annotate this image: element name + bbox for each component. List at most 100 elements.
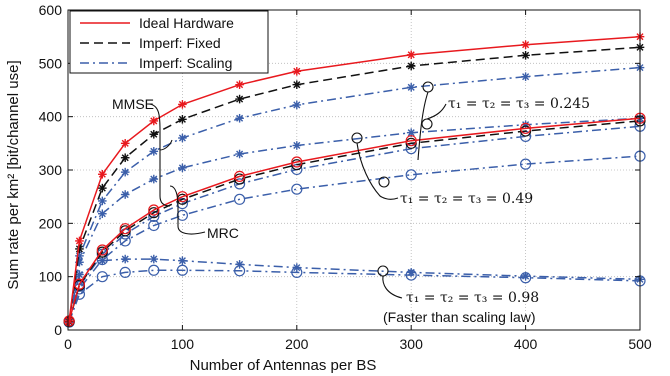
star-marker	[293, 67, 301, 75]
y-axis-label: Sum rate per km² [bit/channel use]	[5, 60, 22, 289]
star-marker	[236, 114, 244, 122]
x-axis-label: Number of Antennas per BS	[190, 357, 377, 374]
tau-098-label: τ₁ = τ₂ = τ₃ = 0.98	[406, 290, 539, 306]
y-tick-label: 600	[39, 2, 63, 18]
circle-marker	[148, 210, 160, 222]
star-marker	[407, 129, 415, 137]
tau-049-pointer-line	[356, 142, 399, 200]
tau-049-pointer-circle	[378, 176, 390, 188]
star-marker	[121, 139, 129, 147]
circle-marker	[291, 183, 303, 195]
circle-marker	[73, 278, 86, 290]
circle-marker	[405, 269, 417, 281]
circle-marker	[291, 159, 303, 171]
circle-marker	[405, 137, 417, 149]
star-marker	[98, 210, 106, 218]
star-marker	[236, 81, 244, 89]
star-marker	[98, 170, 106, 178]
y-tick-label: 400	[39, 109, 63, 125]
star-marker	[121, 190, 129, 199]
tau-0245-pointer-line	[417, 91, 429, 161]
star-marker	[522, 41, 530, 49]
mmse-label: MMSE	[112, 96, 154, 112]
star-marker	[150, 117, 158, 125]
series-mrc-imperf-scaling-0-49	[63, 150, 646, 328]
circle-marker	[148, 219, 160, 232]
circle-marker	[176, 264, 188, 276]
series-line	[68, 120, 641, 322]
star-marker	[178, 257, 186, 265]
series-line	[68, 269, 641, 323]
star-marker	[75, 237, 83, 245]
star-marker	[407, 51, 415, 59]
star-marker	[293, 141, 301, 150]
circle-marker	[148, 204, 160, 216]
series-line	[68, 117, 641, 323]
circle-marker	[519, 272, 532, 284]
star-marker	[150, 147, 158, 155]
star-marker	[121, 168, 129, 176]
faster-label: (Faster than scaling law)	[383, 309, 536, 325]
circle-marker	[119, 266, 131, 278]
star-marker	[98, 184, 106, 192]
x-tick-label: 300	[400, 336, 424, 352]
circle-marker	[234, 170, 246, 182]
star-marker	[178, 134, 186, 142]
legend-label: Imperf: Fixed	[139, 35, 221, 51]
mrc-label: MRC	[207, 225, 239, 241]
y-tick-label: 500	[39, 55, 63, 71]
x-tick-label: 100	[171, 336, 195, 352]
series-mmse-ideal-hardware	[64, 32, 645, 326]
series-line	[68, 117, 641, 322]
series-mrc-ideal-hardware	[63, 112, 646, 327]
circle-marker	[119, 223, 131, 235]
star-marker	[150, 130, 158, 138]
circle-marker	[234, 193, 246, 205]
x-tick-label: 200	[285, 336, 309, 352]
star-marker	[407, 83, 415, 91]
star-marker	[150, 255, 158, 263]
circle-marker	[63, 315, 75, 327]
circle-marker	[234, 173, 246, 185]
star-marker	[236, 150, 244, 158]
annotations: MMSE MRC τ₁ = τ₂ = τ₃ = 0.245 τ₁ = τ₂ = …	[112, 81, 590, 325]
y-tick-label: 100	[39, 269, 63, 285]
circle-marker	[519, 122, 532, 134]
star-marker	[98, 197, 106, 205]
series-group	[63, 32, 646, 328]
series-mmse-imperf-fixed	[64, 43, 645, 326]
tau-098-pointer-line	[382, 275, 403, 299]
circle-marker	[148, 264, 160, 276]
circle-marker	[405, 135, 417, 147]
circle-marker	[519, 125, 532, 137]
circle-marker	[291, 156, 303, 168]
star-marker	[293, 81, 301, 89]
y-tick-label: 300	[39, 162, 63, 178]
mrc-bracket	[169, 185, 206, 235]
star-marker	[65, 317, 73, 325]
circle-marker	[519, 158, 532, 170]
star-marker	[522, 73, 530, 81]
circle-marker	[234, 265, 246, 277]
legend-label: Ideal Hardware	[139, 15, 234, 31]
star-marker	[522, 51, 530, 59]
star-marker	[121, 154, 129, 162]
star-marker	[150, 175, 158, 183]
tau-0245-label: τ₁ = τ₂ = τ₃ = 0.245	[448, 96, 590, 112]
circle-marker	[96, 244, 108, 256]
x-tick-label: 400	[514, 336, 538, 352]
circle-marker	[291, 266, 303, 278]
series-line	[68, 125, 641, 322]
mmse-bracket-tail	[159, 139, 173, 151]
series-line	[68, 155, 641, 323]
tau-049-label: τ₁ = τ₂ = τ₃ = 0.49	[400, 191, 533, 207]
y-tick-label: 0	[54, 322, 62, 338]
star-marker	[293, 101, 301, 109]
star-marker	[178, 100, 186, 108]
circle-marker	[176, 209, 188, 221]
legend-label: Imperf: Scaling	[139, 55, 232, 71]
axis-ticks: 0 100 200 300 400 500 0 100 200 300 400 500 600	[39, 2, 652, 352]
circle-marker	[96, 271, 108, 283]
circle-marker	[405, 169, 417, 181]
